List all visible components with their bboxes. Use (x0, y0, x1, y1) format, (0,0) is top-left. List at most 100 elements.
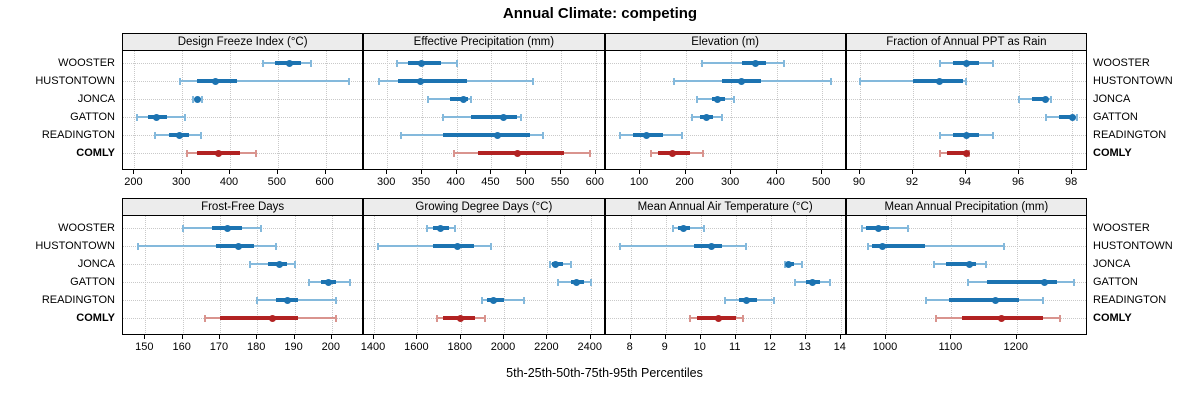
whisker-cap-95th (829, 278, 832, 286)
site-label-right-wooster: WOOSTER (1093, 57, 1150, 69)
median-dot (551, 260, 559, 268)
iqr-bar-25-75 (871, 244, 926, 248)
axis-tick-label: 8 (626, 341, 633, 353)
whisker-cap-5th (794, 278, 797, 286)
axis-tick-mark (144, 335, 146, 339)
axis-tick-mark (594, 170, 596, 174)
axis-tick-mark (912, 170, 914, 174)
whisker-cap-5th (696, 95, 699, 103)
whisker-cap-5th (935, 314, 938, 322)
median-dot (668, 149, 676, 157)
whisker-cap-95th (531, 77, 534, 85)
whisker-cap-5th (136, 242, 139, 250)
gridline-vertical (491, 51, 493, 169)
axis-tick-mark (775, 170, 777, 174)
gridline-row (123, 63, 363, 64)
axis-tick-mark (455, 170, 457, 174)
axis-tick-mark (218, 335, 220, 339)
axis-tick-mark (950, 335, 952, 339)
median-dot (573, 278, 581, 286)
gridline-row (846, 99, 1086, 100)
iqr-bar-25-75 (432, 244, 474, 248)
gridline-row (846, 282, 1086, 283)
panel-mean-annual-precipitation-mm: Mean Annual Precipitation (mm) 1000 1100 12… (845, 198, 1087, 359)
whisker-cap-5th (938, 59, 941, 67)
whisker-cap-95th (456, 59, 459, 67)
axis-tick-label: 9 (661, 341, 668, 353)
axis-tick-mark (293, 335, 295, 339)
gridline-row (364, 264, 604, 265)
whisker-cap-5th (204, 314, 207, 322)
site-label-left-jonca: JONCA (77, 258, 115, 270)
whisker-cap-5th (435, 314, 438, 322)
gridline-row (364, 63, 604, 64)
whisker-cap-5th (154, 131, 156, 139)
axis-tick-label: 300 (172, 176, 191, 188)
whisker-cap-95th (570, 260, 573, 268)
axis-tick-mark (490, 170, 492, 174)
axis-tick-mark (330, 335, 332, 339)
axis-tick-mark (420, 170, 422, 174)
median-dot (453, 242, 461, 250)
iqr-bar-25-75 (397, 79, 468, 83)
whisker-cap-5th (441, 113, 444, 121)
whisker-cap-5th (452, 149, 455, 157)
site-label-left-jonca: JONCA (77, 93, 115, 105)
whisker-cap-95th (255, 149, 258, 157)
axis-tick-label: 100 (629, 176, 649, 188)
whisker-cap-5th (481, 296, 484, 304)
gridline-row (605, 264, 845, 265)
gridline-row (605, 153, 845, 154)
median-dot (286, 59, 294, 67)
whisker-cap-5th (673, 77, 676, 85)
median-dot (494, 131, 502, 139)
axis-tick-mark (276, 170, 278, 174)
site-label-left-wooster: WOOSTER (58, 222, 115, 234)
whisker-5-95 (868, 245, 1004, 247)
median-dot (752, 59, 760, 67)
whisker-cap-95th (773, 296, 776, 304)
panel-header: Elevation (m) (604, 33, 846, 51)
axis-tick-label: 300 (377, 176, 396, 188)
axis-tick-mark (560, 170, 561, 174)
axis-tick-mark (546, 335, 548, 339)
gridline-row (123, 300, 363, 301)
whisker-cap-95th (541, 131, 544, 139)
axis-tick-mark (525, 170, 527, 174)
panel-mean-annual-air-temperature-c: Mean Annual Air Temperature (°C) 8 9 10 11 12… (604, 198, 846, 359)
whisker-cap-95th (274, 242, 277, 250)
axis-tick-label: 450 (481, 176, 500, 188)
median-dot (276, 260, 284, 268)
gridline-vertical (421, 51, 423, 169)
axis-tick-label: 600 (585, 176, 604, 188)
whisker-cap-95th (906, 224, 909, 232)
gridline-vertical (547, 216, 549, 334)
site-label-left-readington: READINGTON (41, 294, 115, 306)
whisker-cap-5th (619, 242, 622, 250)
panel-fraction-of-annual-ppt-as-rain: Fraction of Annual PPT as Rain 90 92 94 96 98 (845, 33, 1087, 194)
gridline-vertical (770, 216, 772, 334)
gridline-vertical (145, 216, 147, 334)
whisker-cap-5th (557, 278, 560, 286)
gridline-row (605, 282, 845, 283)
axis-tick-mark (734, 335, 736, 339)
median-dot (936, 77, 944, 85)
whisker-cap-95th (259, 224, 262, 232)
gridline-vertical (640, 51, 642, 169)
median-dot (992, 296, 1000, 304)
whisker-cap-5th (691, 113, 694, 121)
axis-tick-label: 500 (267, 176, 286, 188)
median-dot (962, 149, 970, 157)
whisker-cap-5th (650, 149, 653, 157)
site-label-right-hustontown: HUSTONTOWN (1093, 240, 1173, 252)
axis-tick-label: 2200 (534, 341, 559, 353)
gridline-vertical (805, 216, 807, 334)
whisker-cap-95th (454, 224, 457, 232)
axis-tick-mark (664, 335, 666, 339)
axis-tick-label: 190 (284, 341, 303, 353)
axis-tick-label: 400 (446, 176, 465, 188)
whisker-cap-95th (965, 77, 968, 85)
median-dot (457, 314, 465, 322)
whisker-cap-5th (938, 149, 941, 157)
